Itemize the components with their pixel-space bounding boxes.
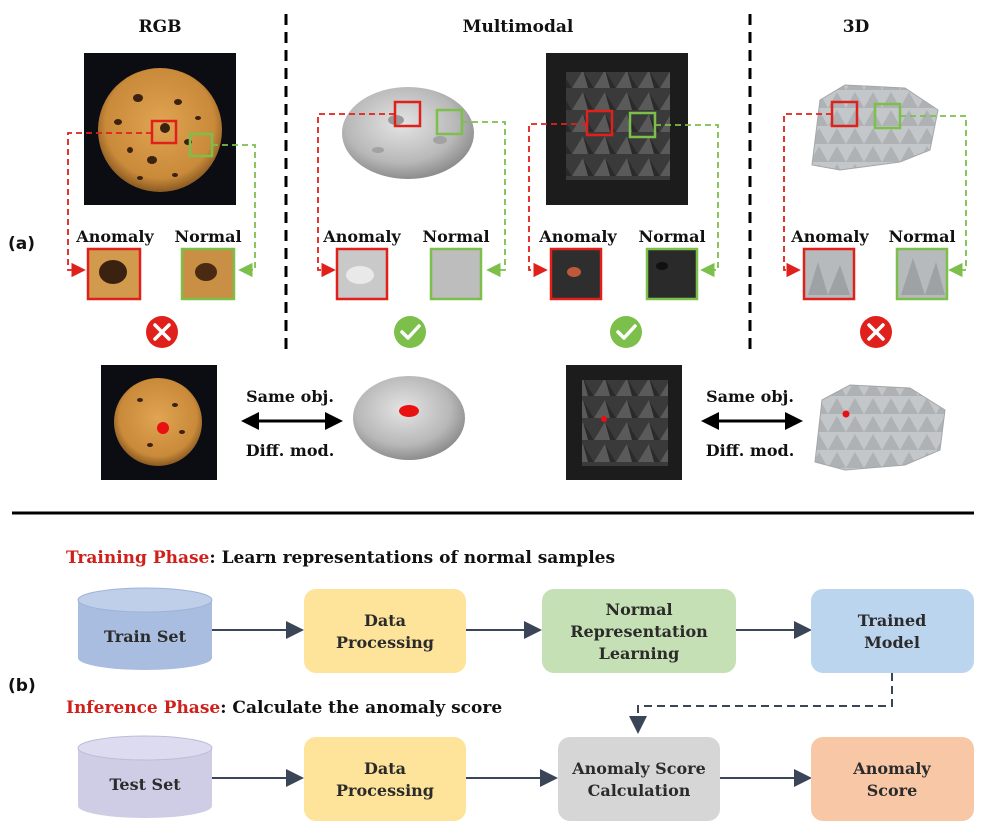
training-phase-desc: : Learn representations of normal sample… (209, 548, 615, 568)
training-phase-label: Training Phase (66, 548, 210, 568)
header-rgb: RGB (138, 17, 181, 37)
trained-line2: Model (864, 633, 920, 652)
mm-cookie-normal-patch (429, 247, 483, 301)
mm-foam-normal-label: Normal (638, 227, 705, 246)
cookie-same-obj-label: Same obj. (246, 387, 334, 406)
mm-foam-pass-icon (610, 316, 642, 348)
nrl-line3: Learning (599, 644, 680, 663)
infer-processing-line2: Processing (336, 781, 434, 800)
train-set-node: Train Set (77, 587, 213, 670)
anomaly-score-node: Anomaly Score (811, 737, 974, 821)
train-processing-line2: Processing (336, 633, 434, 652)
mm-cookie-pass-icon (394, 316, 426, 348)
calc-line1: Anomaly Score (571, 759, 706, 778)
infer-processing-line1: Data (364, 759, 406, 778)
rgb-anomaly-label: Anomaly (75, 227, 154, 246)
panel-a-tag: (a) (8, 234, 35, 254)
inference-phase-heading: Inference Phase: Calculate the anomaly s… (66, 698, 502, 718)
train-set-label: Train Set (104, 627, 187, 646)
3d-normal-connector (900, 115, 967, 278)
cookie-rgb-thumb (101, 365, 217, 480)
foam-diff-mod-label: Diff. mod. (706, 441, 795, 460)
3d-normal-patch (895, 247, 949, 301)
foam-rgb-thumb (566, 365, 682, 480)
inference-phase-desc: : Calculate the anomaly score (220, 698, 502, 718)
mm-foam-normal-connector (655, 124, 719, 278)
rgb-anomaly-patch (86, 247, 142, 301)
mm-cookie-anomaly-patch (335, 247, 389, 301)
mm-cookie-anomaly-label: Anomaly (322, 227, 401, 246)
header-3d: 3D (843, 17, 870, 37)
normal-representation-learning-node: Normal Representation Learning (542, 589, 736, 673)
train-data-processing-node: Data Processing (304, 589, 466, 673)
foam-3d-thumb (814, 384, 946, 471)
score-line1: Anomaly (852, 759, 931, 778)
nrl-line2: Representation (570, 622, 708, 641)
mm-cookie-anomaly-connector (317, 113, 395, 278)
3d-fail-icon (860, 316, 892, 348)
3d-normal-label: Normal (888, 227, 955, 246)
rgb-cookie-image (84, 53, 236, 205)
mm-foam-anomaly-label: Anomaly (538, 227, 617, 246)
3d-anomaly-label: Anomaly (790, 227, 869, 246)
3d-anomaly-connector (783, 113, 832, 278)
panel-b-tag: (b) (8, 676, 36, 696)
mm-foam-rgb-image (546, 53, 688, 205)
mm-foam-anomaly-connector (528, 123, 587, 278)
rgb-fail-icon (146, 316, 178, 348)
header-multimodal: Multimodal (463, 17, 574, 37)
anomaly-score-calculation-node: Anomaly Score Calculation (558, 737, 720, 821)
foam-same-obj-label: Same obj. (706, 387, 794, 406)
rgb-normal-connector (212, 144, 256, 278)
cookie-3d-thumb (353, 376, 465, 460)
rgb-normal-patch (180, 247, 236, 301)
rgb-anomaly-connector (67, 132, 152, 278)
calc-line2: Calculation (588, 781, 691, 800)
nrl-line1: Normal (605, 600, 672, 619)
trained-line1: Trained (858, 611, 927, 630)
rgb-normal-label: Normal (174, 227, 241, 246)
score-line2: Score (867, 781, 918, 800)
model-to-calc-connector (629, 673, 893, 734)
mm-cookie-3d-image (342, 87, 474, 179)
mm-cookie-normal-label: Normal (422, 227, 489, 246)
cookie-diff-mod-label: Diff. mod. (246, 441, 335, 460)
mm-foam-anomaly-patch (549, 247, 603, 301)
test-set-label: Test Set (109, 775, 181, 794)
foam-3d-image (811, 84, 939, 171)
test-set-node: Test Set (77, 735, 213, 818)
trained-model-node: Trained Model (811, 589, 974, 673)
3d-anomaly-patch (802, 247, 856, 301)
inference-phase-label: Inference Phase (66, 698, 220, 718)
mm-cookie-normal-connector (462, 121, 506, 278)
train-processing-line1: Data (364, 611, 406, 630)
infer-data-processing-node: Data Processing (304, 737, 466, 821)
training-phase-heading: Training Phase: Learn representations of… (66, 548, 615, 568)
mm-foam-normal-patch (645, 247, 699, 301)
